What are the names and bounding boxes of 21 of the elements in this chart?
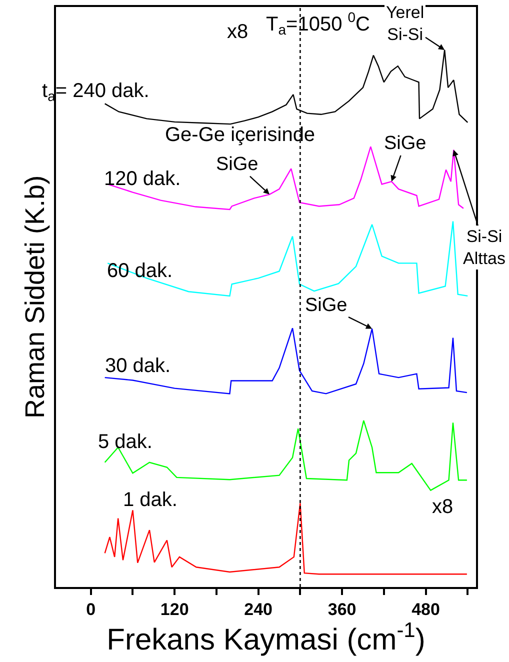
annotation: x8 — [432, 496, 454, 518]
annotation: SiGe — [305, 295, 348, 316]
x-tick-label: 480 — [412, 600, 440, 620]
text: x8 — [227, 21, 248, 43]
text: T$_{a}$=1050 $^{0}$C — [266, 9, 370, 38]
series-label: 30 dak. — [105, 355, 171, 377]
x-tick-label: 0 — [86, 600, 96, 620]
x-tick-label: 360 — [328, 600, 356, 620]
x-axis-title: Frekans Kaymasi (cm$^{-1}$) — [106, 619, 426, 657]
annotation: Yerel Si-Si — [386, 3, 424, 44]
annotation: SiGe — [216, 154, 258, 175]
annotation: SiGe — [384, 133, 426, 154]
annotation: Si-Si Alttas — [463, 227, 506, 268]
series-label: 120 dak. — [104, 168, 181, 190]
x-tick-label: 240 — [244, 600, 273, 620]
y-axis-title: Raman Siddeti (K.b) — [20, 175, 50, 419]
series-label: 1 dak. — [123, 489, 178, 511]
series-label: 60 dak. — [107, 260, 173, 282]
series-label: 5 dak. — [98, 431, 152, 453]
x-tick-label: 120 — [160, 600, 189, 620]
annotation: Ge-Ge içerisinde — [165, 124, 316, 146]
